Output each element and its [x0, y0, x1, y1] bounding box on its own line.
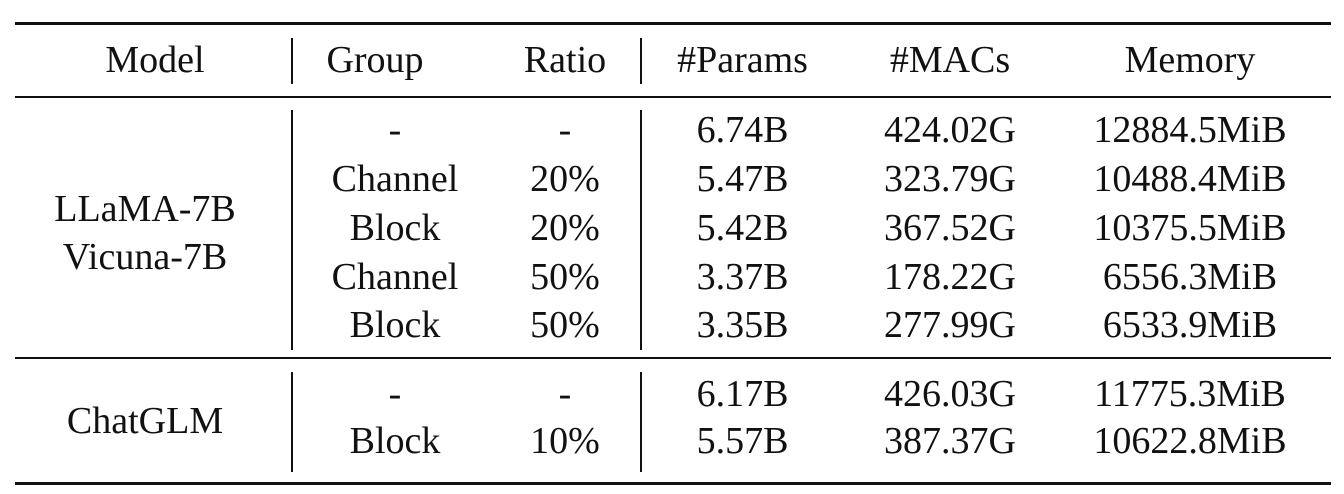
macs-cell: 178.22G — [884, 256, 1016, 298]
ratio-cell: - — [558, 373, 572, 415]
memory-cell: 10488.4MiB — [1093, 158, 1287, 200]
macs-cell: 323.79G — [884, 158, 1016, 200]
header-macs: #MACs — [889, 39, 1011, 81]
model-name: LLaMA-7B — [54, 188, 236, 230]
group2-divider-model — [291, 372, 293, 472]
header-ratio: Ratio — [523, 39, 607, 81]
ratio-cell: 20% — [530, 158, 600, 200]
header-group: Group — [326, 39, 424, 81]
params-cell: 3.35B — [696, 304, 789, 346]
table-top-rule — [15, 22, 1331, 25]
memory-cell: 11775.3MiB — [1094, 373, 1286, 415]
header-params: #Params — [677, 39, 808, 81]
memory-cell: 10375.5MiB — [1093, 207, 1287, 249]
ratio-cell: 50% — [530, 304, 600, 346]
header-memory: Memory — [1124, 39, 1256, 81]
params-cell: 6.74B — [696, 109, 789, 151]
table-bottom-rule — [15, 482, 1331, 485]
group1-divider-ratio — [640, 110, 642, 350]
macs-cell: 387.37G — [884, 420, 1016, 462]
ratio-cell: 50% — [530, 256, 600, 298]
group-cell: Block — [349, 420, 441, 462]
macs-cell: 426.03G — [884, 373, 1016, 415]
header-separator-rule — [15, 96, 1331, 98]
group-cell: - — [388, 109, 402, 151]
macs-cell: 424.02G — [884, 109, 1016, 151]
ratio-cell: 10% — [530, 420, 600, 462]
header-divider-ratio — [640, 38, 642, 84]
header-model: Model — [105, 39, 205, 81]
memory-cell: 6533.9MiB — [1102, 304, 1278, 346]
group-cell: Channel — [331, 158, 459, 200]
params-cell: 5.57B — [696, 420, 789, 462]
params-cell: 3.37B — [696, 256, 789, 298]
ratio-cell: 20% — [530, 207, 600, 249]
macs-cell: 277.99G — [884, 304, 1016, 346]
params-cell: 6.17B — [696, 373, 789, 415]
group-cell: Block — [349, 304, 441, 346]
header-divider-model — [291, 38, 293, 84]
params-cell: 5.42B — [696, 207, 789, 249]
memory-cell: 10622.8MiB — [1093, 420, 1287, 462]
group2-divider-ratio — [640, 372, 642, 472]
macs-cell: 367.52G — [884, 207, 1016, 249]
memory-cell: 12884.5MiB — [1093, 109, 1287, 151]
model-name: Vicuna-7B — [62, 236, 228, 278]
group-cell: - — [388, 373, 402, 415]
ratio-cell: - — [558, 109, 572, 151]
group-cell: Block — [349, 207, 441, 249]
group1-divider-model — [291, 110, 293, 350]
group-cell: Channel — [331, 256, 459, 298]
group-separator-rule — [15, 357, 1331, 359]
params-cell: 5.47B — [696, 158, 789, 200]
memory-cell: 6556.3MiB — [1102, 256, 1278, 298]
model-name: ChatGLM — [66, 400, 224, 442]
